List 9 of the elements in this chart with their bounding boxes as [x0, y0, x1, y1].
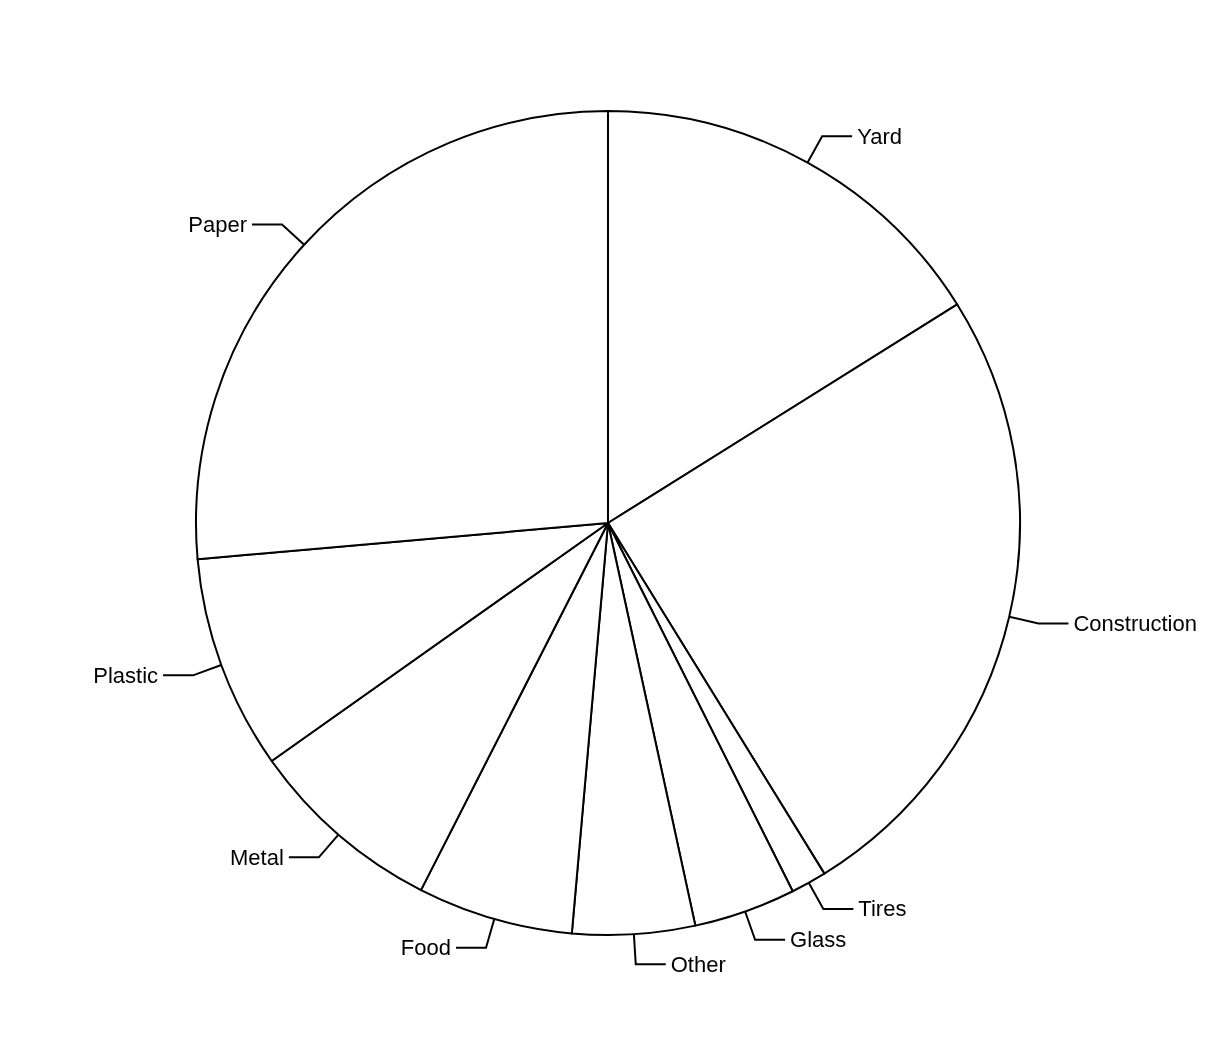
slice-label: Tires	[858, 896, 907, 922]
slice-label: Yard	[857, 123, 902, 149]
slice-label: Glass	[790, 927, 847, 953]
slice-label: Metal	[230, 844, 284, 870]
slice-label: Construction	[1073, 610, 1197, 636]
slice-label: Paper	[188, 212, 248, 237]
slice-label: Food	[400, 935, 452, 961]
slice-label: Plastic	[93, 662, 159, 688]
slice-label: Other	[670, 951, 726, 977]
